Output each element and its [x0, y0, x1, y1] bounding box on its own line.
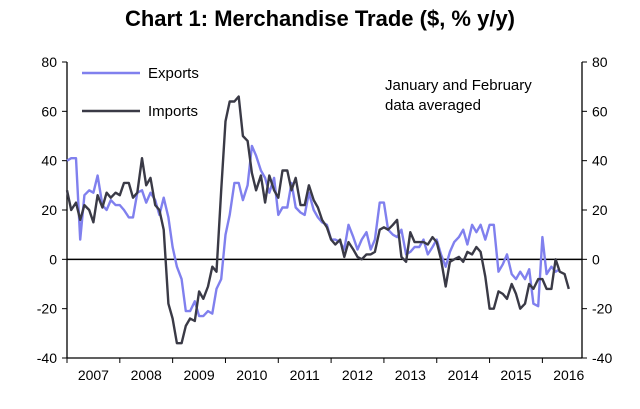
annotation-line: data averaged — [385, 97, 481, 114]
y-tick-label-right: -40 — [592, 350, 612, 366]
y-tick-label-left: -20 — [37, 301, 57, 317]
y-tick-label-right: 20 — [592, 202, 608, 218]
y-tick-label-right: 0 — [592, 251, 600, 267]
x-tick-label: 2009 — [183, 367, 214, 383]
legend-label-imports: Imports — [148, 103, 198, 120]
y-tick-label-left: 20 — [41, 202, 57, 218]
x-tick-label: 2007 — [78, 367, 109, 383]
x-tick-label: 2013 — [395, 367, 426, 383]
annotation: January and February data averaged — [385, 77, 532, 114]
annotation-line: January and February — [385, 77, 532, 94]
chart-title: Chart 1: Merchandise Trade ($, % y/y) — [124, 6, 516, 31]
y-tick-label-right: 40 — [592, 153, 608, 169]
y-tick-label-left: -40 — [37, 350, 57, 366]
y-tick-label-left: 80 — [41, 54, 57, 70]
series-line-imports — [65, 95, 570, 345]
y-tick-label-left: 60 — [41, 103, 57, 119]
y-tick-label-left: 40 — [41, 153, 57, 169]
axes-layer: -40 -40 -20 -20 0 0 20 20 40 40 60 60 80 80 2007 2008 20… — [37, 54, 613, 383]
x-tick-label: 2010 — [236, 367, 267, 383]
series-layer — [65, 95, 570, 345]
legend: Exports Imports — [82, 65, 199, 120]
x-tick-label: 2015 — [500, 367, 531, 383]
y-tick-label-right: 80 — [592, 54, 608, 70]
legend-label-exports: Exports — [148, 65, 199, 82]
x-tick-label: 2016 — [553, 367, 584, 383]
y-tick-label-left: 0 — [49, 251, 57, 267]
x-tick-label: 2008 — [131, 367, 162, 383]
x-tick-label: 2011 — [290, 367, 320, 383]
series-line-exports — [66, 144, 561, 318]
y-tick-label-right: 60 — [592, 103, 608, 119]
x-tick-label: 2014 — [448, 367, 479, 383]
x-tick-label: 2012 — [342, 367, 373, 383]
y-tick-label-right: -20 — [592, 301, 612, 317]
